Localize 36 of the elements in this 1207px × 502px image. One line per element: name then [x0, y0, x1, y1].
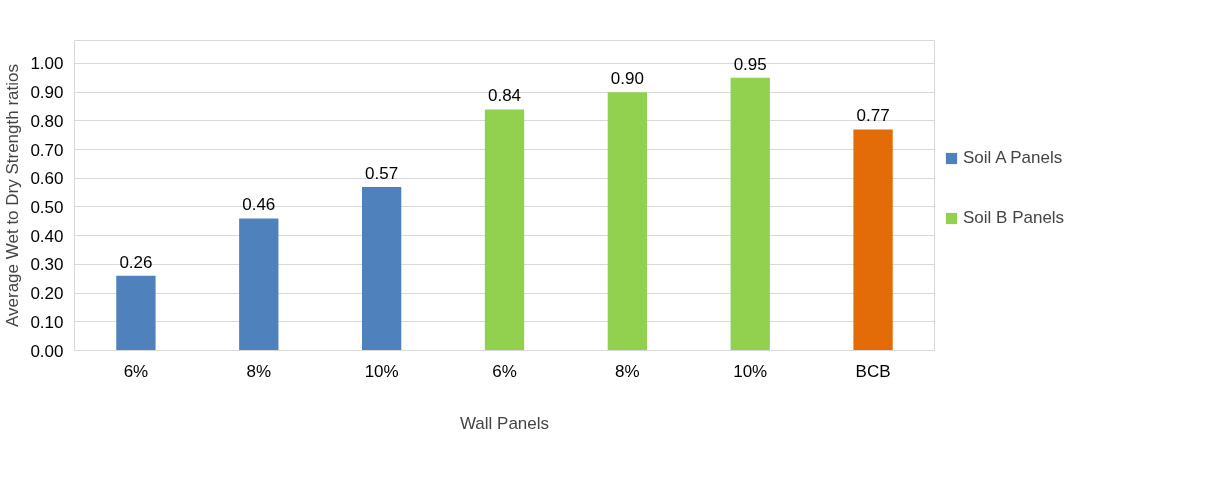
- y-axis-title: Average Wet to Dry Strength ratios: [3, 64, 23, 327]
- y-tick-label: 0.30: [30, 255, 64, 275]
- data-label: 0.84: [487, 86, 522, 106]
- x-tick-label: BCB: [855, 361, 891, 381]
- x-tick-label: 10%: [733, 361, 768, 381]
- bar: [853, 129, 893, 351]
- bar: [361, 186, 402, 351]
- x-tick-label: 6%: [492, 361, 517, 381]
- x-tick-label: 6%: [123, 361, 149, 381]
- y-tick-label: 0.10: [30, 312, 64, 332]
- y-tick-label: 0.60: [30, 169, 64, 189]
- data-label: 0.46: [242, 195, 276, 215]
- data-label: 0.26: [119, 252, 153, 272]
- y-tick-label: 1.00: [30, 54, 64, 74]
- x-axis-title: Wall Panels: [459, 413, 550, 433]
- y-tick-label: 0.20: [30, 284, 64, 304]
- y-tick-label: 0.90: [30, 83, 64, 103]
- data-label: 0.90: [610, 69, 644, 89]
- bar: [607, 92, 648, 351]
- legend-label: Soil A Panels: [963, 147, 1063, 168]
- x-tick-label: 10%: [364, 361, 399, 381]
- y-tick-label: 0.80: [30, 111, 64, 131]
- legend-label: Soil B Panels: [963, 207, 1065, 228]
- y-tick-label: 0.50: [30, 197, 64, 217]
- bar: [116, 275, 156, 351]
- x-tick-label: 8%: [246, 361, 272, 381]
- y-tick-label: 0.70: [30, 140, 64, 160]
- data-label: 0.57: [365, 163, 399, 183]
- data-label: 0.77: [856, 106, 890, 126]
- y-tick-label: 0.40: [30, 226, 64, 246]
- bar: [730, 77, 770, 351]
- x-tick-label: 8%: [615, 361, 640, 381]
- bar: [239, 218, 279, 351]
- y-tick-label: 0.00: [30, 341, 64, 361]
- data-label: 0.95: [733, 54, 767, 74]
- bar: [484, 109, 525, 351]
